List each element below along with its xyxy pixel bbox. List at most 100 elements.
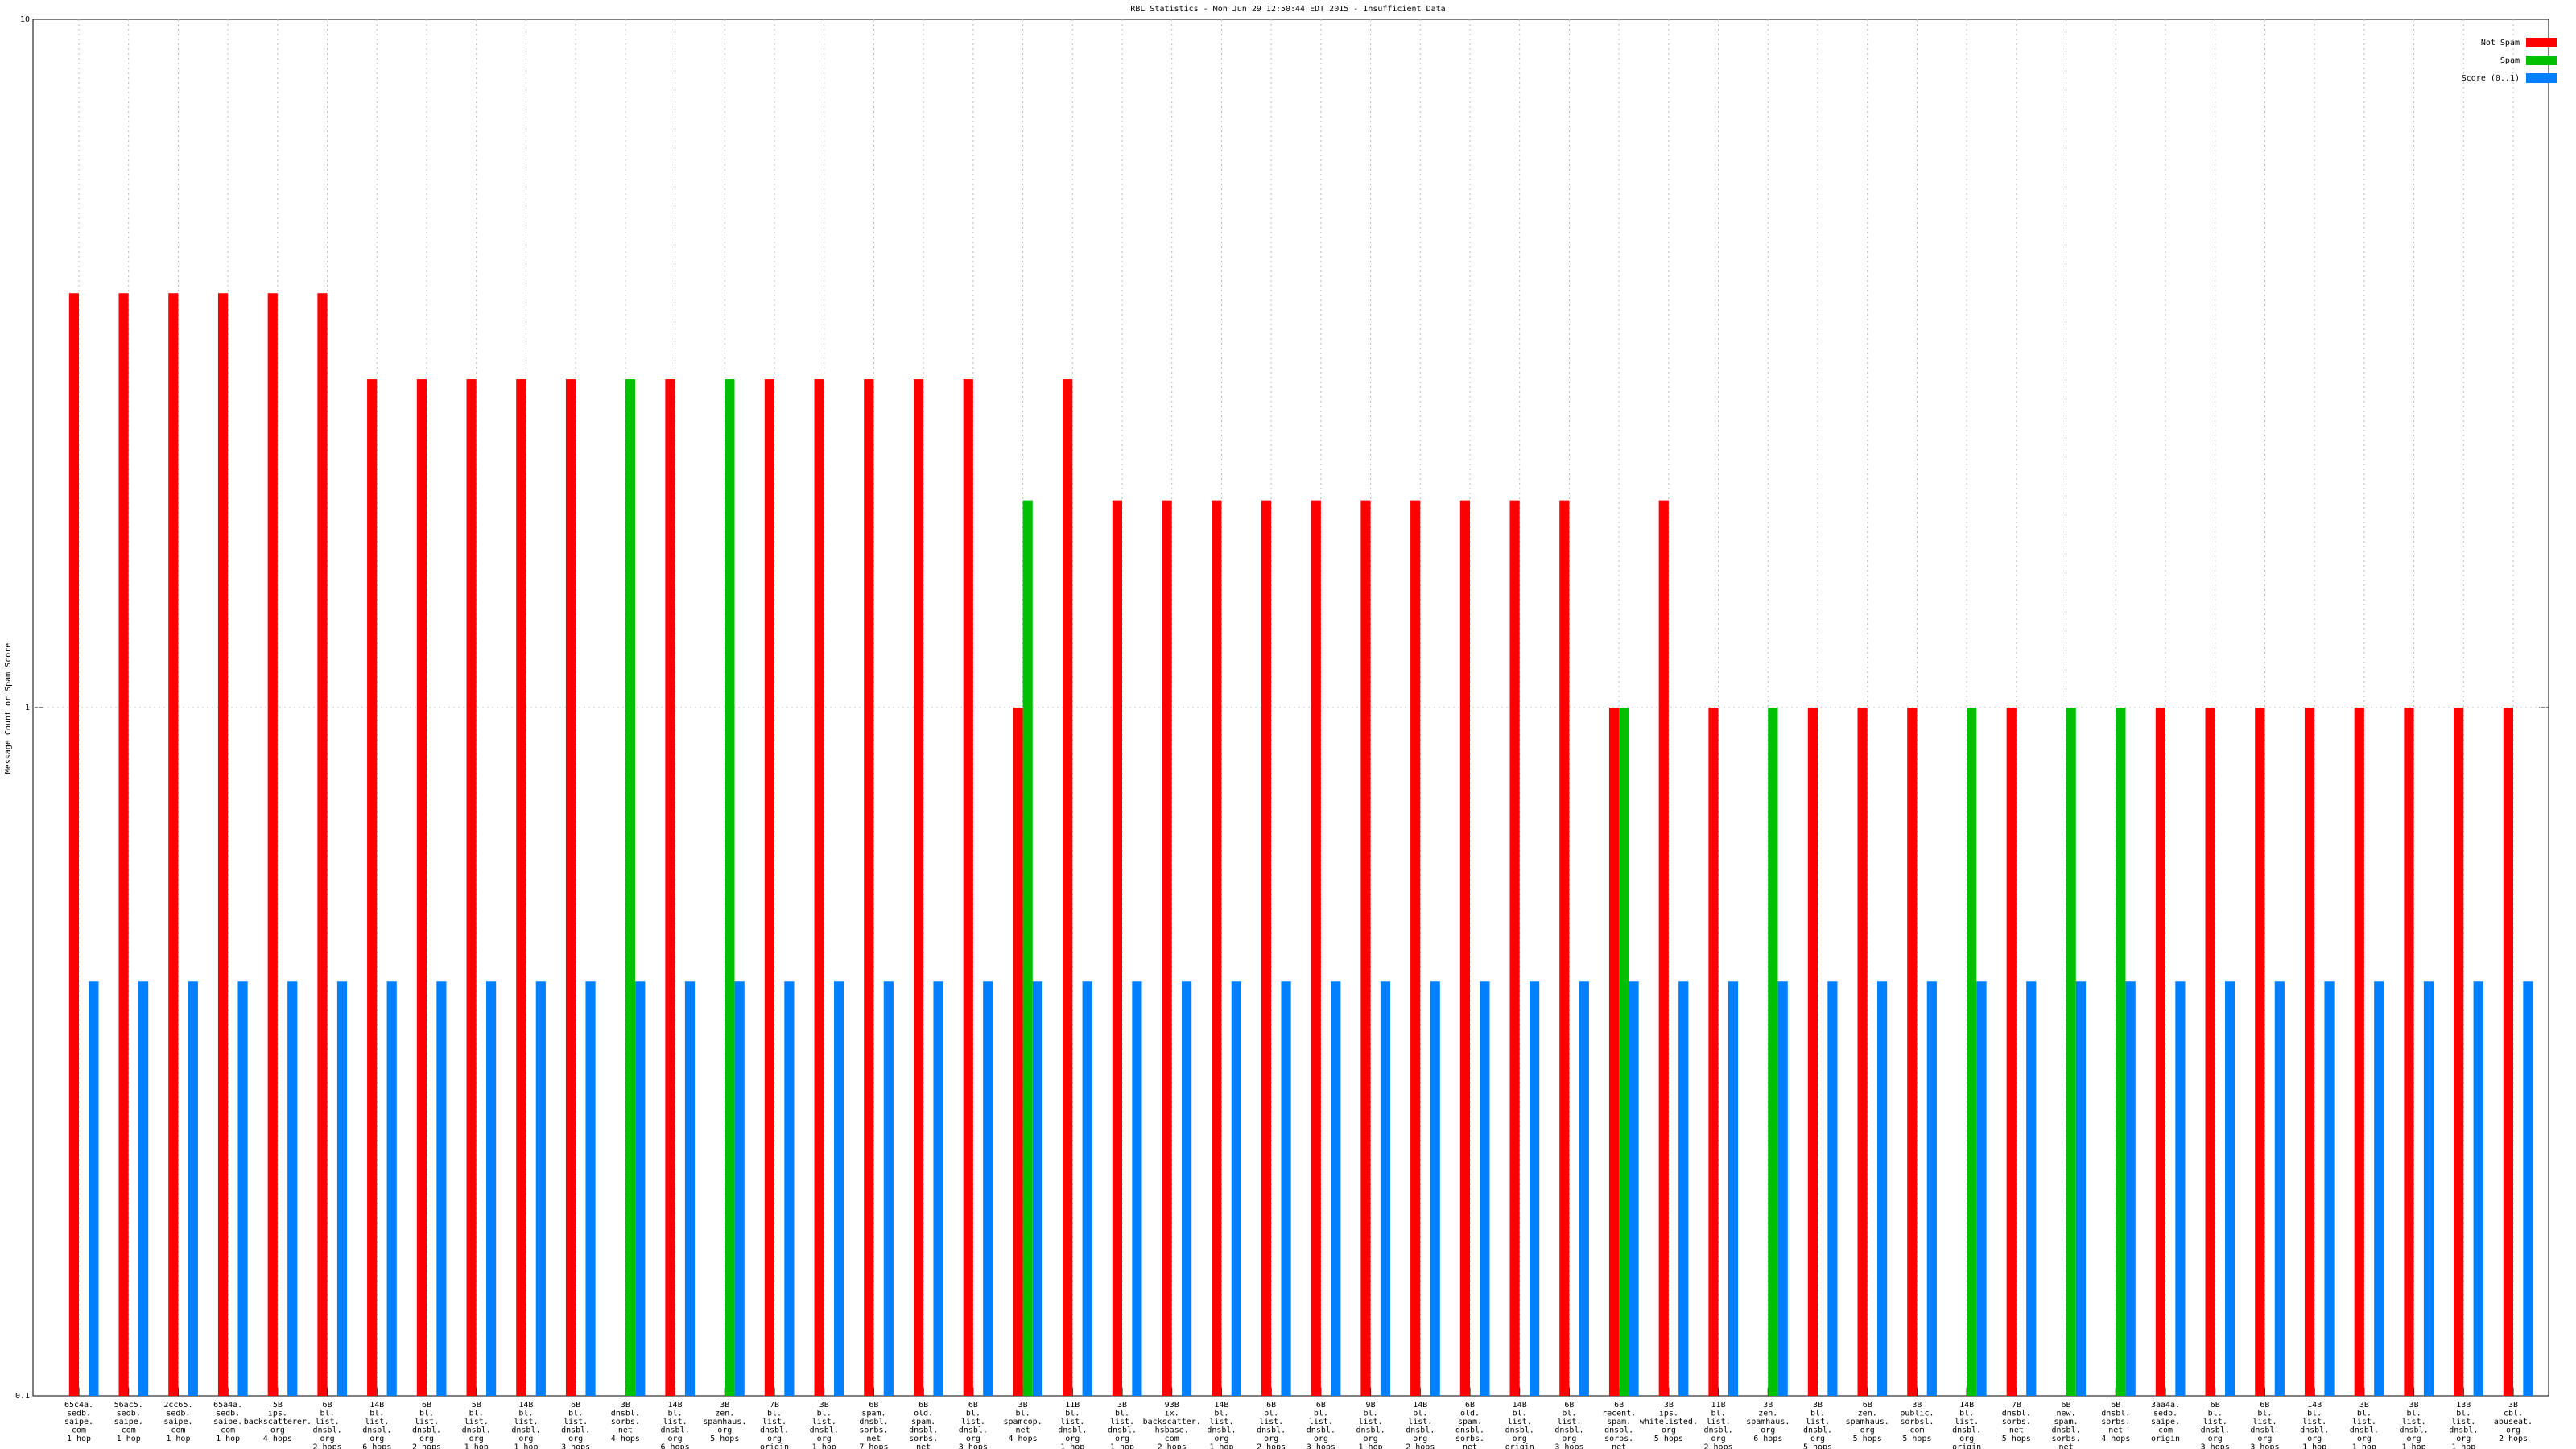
x-tick-label-line: sedb. — [216, 1410, 240, 1418]
bar — [1926, 981, 1937, 1396]
x-tick-label: 2cc65. sedb. saipe. com 1 hop — [163, 1401, 192, 1443]
x-tick-label-line: dnsbl. — [1604, 1426, 1633, 1435]
x-tick-label-line: org — [2506, 1426, 2520, 1435]
x-tick-label: 13B bl. list. dnsbl. org 1 hop — [2449, 1401, 2478, 1449]
x-tick-label-line: list. — [1707, 1418, 1731, 1426]
bar — [1231, 981, 1241, 1396]
x-tick-label-line: org — [1810, 1435, 1825, 1443]
x-tick-label-line: 1 hop — [464, 1443, 489, 1449]
bar — [2225, 981, 2235, 1396]
x-tick-label-line: whitelisted. — [1640, 1418, 1698, 1426]
bar — [436, 981, 447, 1396]
x-tick-label-line: 6B — [1614, 1401, 1624, 1410]
x-tick-label: 14B bl. list. dnsbl. org 2 hops — [1406, 1401, 1435, 1449]
bar — [1559, 500, 1570, 1396]
x-tick-label-line: saipe. — [64, 1418, 93, 1426]
bar — [1708, 708, 1719, 1396]
x-tick-label-line: list. — [2203, 1418, 2227, 1426]
x-tick-label-line: 7B — [770, 1401, 779, 1410]
x-tick-label: 6B bl. list. dnsbl. org 3 hops — [561, 1401, 590, 1449]
x-tick-label-line: org — [767, 1435, 782, 1443]
x-tick-label-line: list. — [1060, 1418, 1084, 1426]
bar — [1509, 500, 1520, 1396]
x-tick-label-line: 1 hop — [812, 1443, 836, 1449]
x-tick-label-line: saipe. — [163, 1418, 192, 1426]
x-tick-label-line: net — [1463, 1443, 1477, 1449]
x-tick-label: 14B bl. list. dnsbl. org 6 hops — [661, 1401, 690, 1449]
x-tick-label-line: recent. — [1602, 1410, 1636, 1418]
x-tick-label-line: net — [866, 1435, 881, 1443]
x-tick-label: 6B dnsbl. sorbs. net 4 hops — [2101, 1401, 2130, 1443]
x-tick-label: 5B ips. backscatterer. org 4 hops — [244, 1401, 312, 1443]
bar — [1857, 708, 1868, 1396]
bar — [1678, 981, 1689, 1396]
bar — [1261, 500, 1272, 1396]
x-tick-label-line: spam. — [911, 1418, 935, 1426]
legend-label: Spam — [2500, 56, 2520, 65]
bar — [2404, 708, 2414, 1396]
x-tick-label-line: bl. — [1364, 1410, 1378, 1418]
x-tick-label-line: ix. — [1165, 1410, 1179, 1418]
x-tick-label-line: bl. — [1413, 1410, 1427, 1418]
x-tick-label-line: dnsbl. — [1455, 1426, 1484, 1435]
bar — [1022, 500, 1033, 1396]
x-tick-label: 7B dnsbl. sorbs. net 5 hops — [2002, 1401, 2031, 1443]
x-tick-label-line: 4 hops — [1009, 1435, 1038, 1443]
x-tick-label-line: spamhaus. — [1746, 1418, 1790, 1426]
x-tick-label-line: list. — [365, 1418, 389, 1426]
x-tick-label-line: com — [2158, 1426, 2173, 1435]
bar — [585, 981, 596, 1396]
bar — [2503, 708, 2513, 1396]
x-tick-label-line: sorbs. — [1604, 1435, 1633, 1443]
x-tick-label: 3B bl. spamcop. net 4 hops — [1003, 1401, 1042, 1443]
x-tick-label-line: 2 hops — [1406, 1443, 1435, 1449]
x-tick-label-line: list. — [415, 1418, 439, 1426]
bar — [1608, 708, 1620, 1396]
x-tick-label-line: 56ac5. — [114, 1401, 143, 1410]
bar — [386, 981, 397, 1396]
x-tick-label-line: bl. — [817, 1410, 832, 1418]
x-tick-label-line: 4 hops — [611, 1435, 640, 1443]
x-tick-label-line: dnsbl. — [2101, 1410, 2130, 1418]
x-tick-label-line: spamhaus. — [703, 1418, 746, 1426]
x-tick-label-line: 9B — [1366, 1401, 1376, 1410]
bar — [2155, 708, 2165, 1396]
x-tick-label-line: 1 hop — [1209, 1443, 1233, 1449]
x-tick-label-line: 3B — [621, 1401, 630, 1410]
bar — [1013, 708, 1023, 1396]
x-tick-label-line: 1 hop — [514, 1443, 538, 1449]
legend-swatch — [2526, 56, 2557, 65]
x-tick-label-line: backscatterer. — [244, 1418, 312, 1426]
x-tick-label-line: 14B — [668, 1401, 683, 1410]
x-tick-label-line: list. — [316, 1418, 340, 1426]
x-tick-label-line: com — [72, 1426, 86, 1435]
x-tick-label-line: bl. — [2407, 1410, 2421, 1418]
bar — [764, 379, 774, 1397]
x-tick-label: 6B bl. list. dnsbl. org 2 hops — [1257, 1401, 1286, 1449]
x-tick-label: 3B zen. spamhaus. org 5 hops — [703, 1401, 746, 1443]
x-tick-label-line: bl. — [668, 1410, 683, 1418]
x-tick-label: 14B bl. list. dnsbl. org 6 hops — [362, 1401, 391, 1449]
bar — [2454, 708, 2464, 1396]
x-tick-label: 3aa4a. sedb. saipe. com origin — [2151, 1401, 2180, 1443]
x-tick-label-line: 2 hops — [2499, 1435, 2528, 1443]
x-tick-label-line: zen. — [715, 1410, 734, 1418]
x-tick-label-line: 1 hop — [2302, 1443, 2326, 1449]
x-tick-label-line: org — [1662, 1426, 1676, 1435]
bar — [1976, 981, 1987, 1396]
bar — [89, 981, 99, 1396]
x-tick-label-line: list. — [1408, 1418, 1432, 1426]
x-tick-label-line: hsbase. — [1155, 1426, 1189, 1435]
x-tick-label-line: 5 hops — [1654, 1435, 1683, 1443]
bar — [1967, 708, 1977, 1396]
x-tick-label-line: dnsbl. — [1307, 1426, 1335, 1435]
bar — [1530, 981, 1540, 1396]
x-tick-label-line: 1 hop — [166, 1435, 190, 1443]
bar — [486, 981, 497, 1396]
x-tick-label-line: 3B — [1763, 1401, 1773, 1410]
bar — [1430, 981, 1440, 1396]
x-tick-label-line: bl. — [2257, 1410, 2272, 1418]
x-tick-label-line: saipe. — [213, 1418, 242, 1426]
legend-label: Score (0..1) — [2462, 74, 2520, 83]
